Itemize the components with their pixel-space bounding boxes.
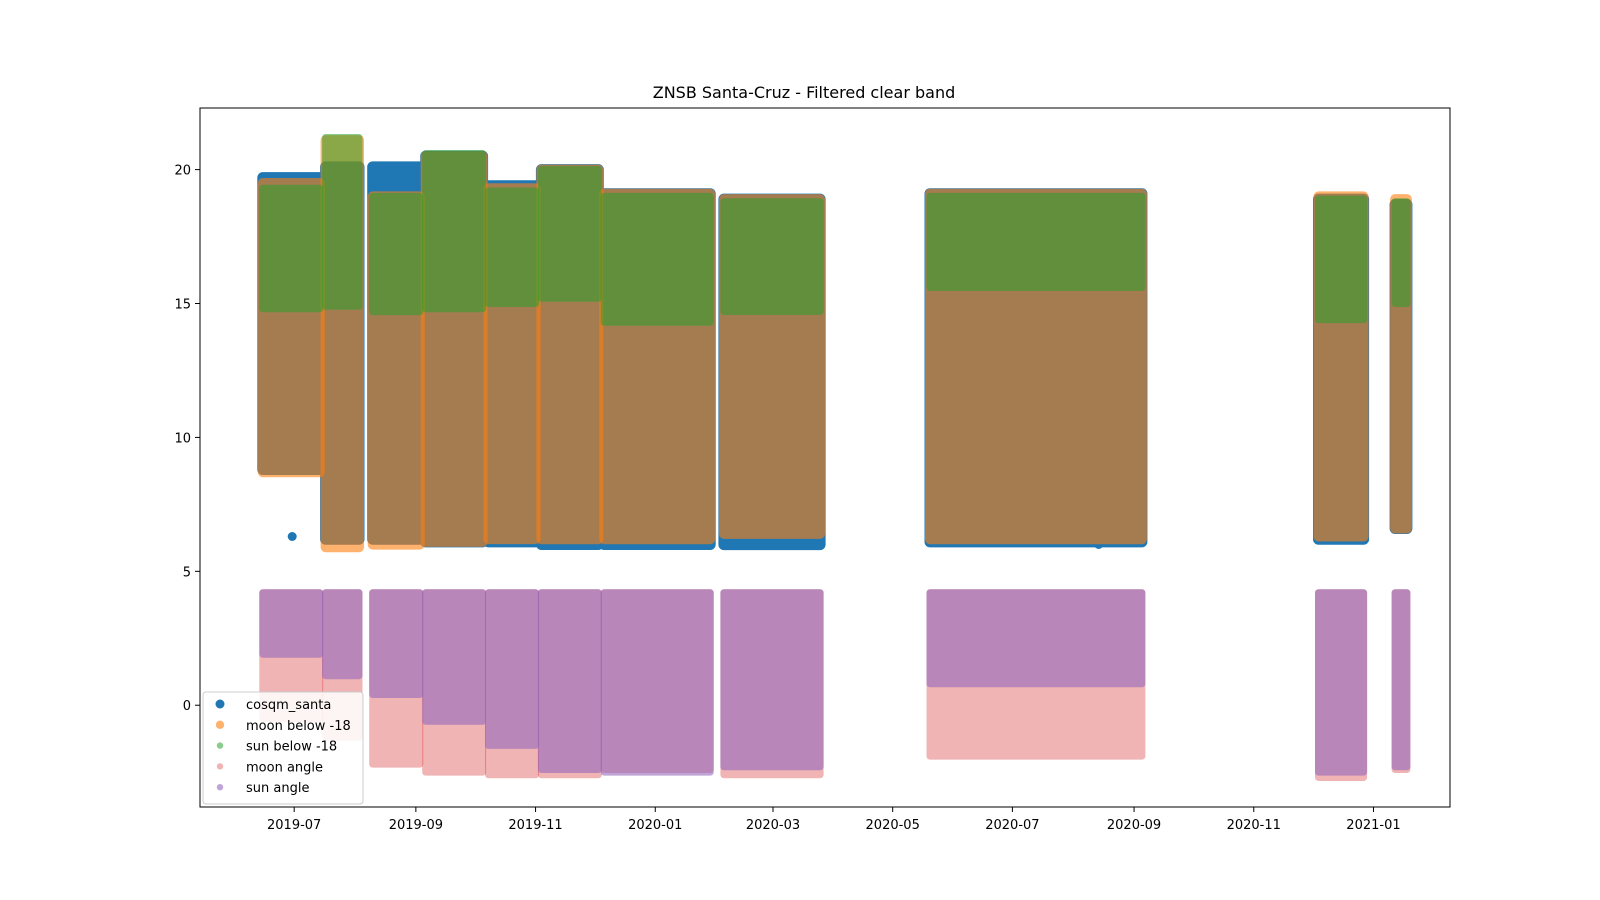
band-sun-angle-1 xyxy=(259,589,324,658)
series-sun-below-18 xyxy=(259,134,1411,326)
plot-frame xyxy=(199,107,1451,808)
legend-box xyxy=(202,691,364,805)
plot-area xyxy=(257,134,1413,781)
legend-marker-sun-angle xyxy=(216,784,224,791)
legend-label-sun-below-18: sun below -18 xyxy=(246,740,337,755)
x-tick-label: 2021-01 xyxy=(1346,818,1400,833)
legend-label-sun-angle: sun angle xyxy=(246,781,309,796)
y-axis: 0 5 10 15 20 xyxy=(174,164,200,714)
x-tick-label: 2020-07 xyxy=(985,818,1039,833)
point-cosqm-santa-1 xyxy=(287,532,297,541)
band-sun-below-18-3 xyxy=(369,192,424,316)
band-sun-angle-4 xyxy=(422,589,487,725)
band-sun-below-18-7 xyxy=(600,192,714,326)
x-tick-label: 2020-01 xyxy=(628,818,682,833)
x-tick-label: 2020-03 xyxy=(746,818,800,833)
band-sun-angle-10 xyxy=(1315,589,1368,776)
x-tick-label: 2020-05 xyxy=(866,818,920,833)
band-sun-below-18-1 xyxy=(259,184,324,313)
band-sun-below-18-5 xyxy=(485,187,540,307)
y-tick-label: 20 xyxy=(174,164,191,179)
legend-marker-cosqm-santa xyxy=(215,699,225,709)
y-tick-label: 0 xyxy=(183,699,191,714)
band-sun-below-18-6 xyxy=(537,166,602,302)
series-sun-angle xyxy=(259,589,1411,776)
x-axis: 2019-07 2019-09 2019-11 2020-01 2020-03 2020-… xyxy=(267,807,1401,833)
x-tick-label: 2019-11 xyxy=(508,818,562,833)
band-sun-below-18-4 xyxy=(422,150,487,313)
band-sun-angle-11 xyxy=(1391,589,1411,771)
band-sun-angle-6 xyxy=(537,589,602,773)
y-tick-label: 5 xyxy=(183,565,191,580)
band-sun-below-18-8 xyxy=(720,198,824,315)
band-sun-angle-7 xyxy=(600,589,714,776)
band-sun-below-18-11 xyxy=(1391,198,1411,307)
legend-marker-moon-angle xyxy=(216,763,224,770)
legend-label-moon-angle: moon angle xyxy=(246,760,323,775)
band-sun-angle-3 xyxy=(369,589,424,698)
band-sun-angle-8 xyxy=(720,589,824,771)
legend-label-cosqm-santa: cosqm_santa xyxy=(246,698,331,713)
band-sun-angle-2 xyxy=(322,589,363,680)
x-tick-label: 2020-11 xyxy=(1227,818,1281,833)
band-sun-angle-5 xyxy=(485,589,540,749)
band-sun-below-18-2 xyxy=(322,134,363,310)
x-tick-label: 2020-09 xyxy=(1107,818,1161,833)
x-tick-label: 2019-07 xyxy=(267,818,321,833)
legend-marker-moon-below-18 xyxy=(215,720,225,729)
y-tick-label: 15 xyxy=(174,298,191,313)
x-tick-label: 2019-09 xyxy=(389,818,443,833)
chart-title: ZNSB Santa-Cruz - Filtered clear band xyxy=(653,83,956,102)
band-sun-angle-9 xyxy=(926,589,1146,688)
legend-marker-sun-below-18 xyxy=(216,742,224,749)
band-sun-below-18-10 xyxy=(1315,195,1368,324)
legend-label-moon-below-18: moon below -18 xyxy=(246,719,351,734)
band-sun-below-18-9 xyxy=(926,192,1146,291)
y-tick-label: 10 xyxy=(174,431,191,446)
